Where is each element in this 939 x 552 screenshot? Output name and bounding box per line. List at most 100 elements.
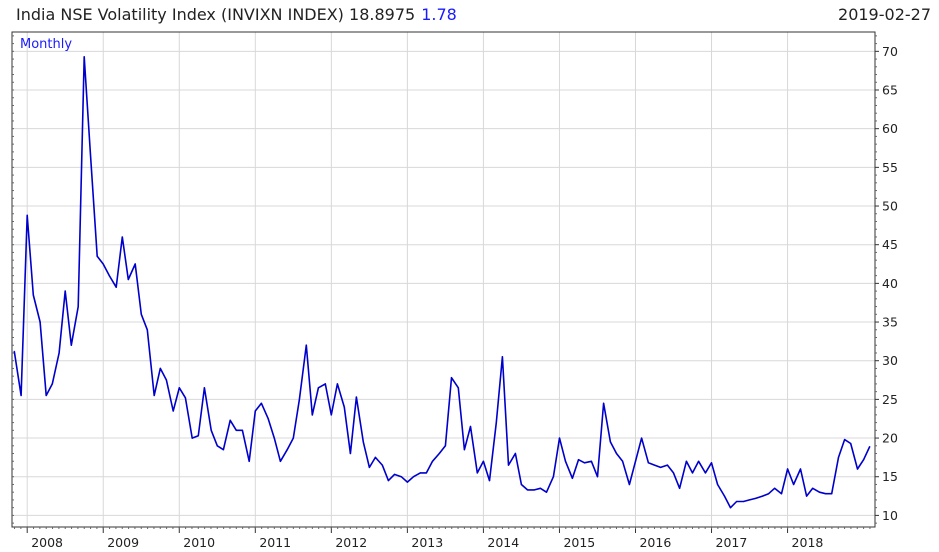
data-point <box>558 437 561 439</box>
data-point <box>729 507 732 509</box>
data-point <box>647 462 650 464</box>
data-point <box>850 442 852 445</box>
data-point <box>368 466 370 468</box>
data-point <box>241 429 243 431</box>
data-point <box>761 495 764 497</box>
data-point <box>298 398 300 400</box>
data-point <box>818 491 821 493</box>
data-point <box>425 472 427 474</box>
data-point <box>197 435 199 437</box>
data-point <box>273 437 275 439</box>
data-point <box>679 487 681 489</box>
x-tick-label: 2009 <box>107 535 139 550</box>
data-point <box>178 387 180 389</box>
data-point <box>64 290 66 292</box>
y-tick-label: 45 <box>882 237 898 252</box>
x-tick-label: 2013 <box>411 535 443 550</box>
series-line <box>13 56 871 509</box>
data-point <box>806 495 808 497</box>
data-point <box>793 483 795 486</box>
data-point <box>355 396 357 398</box>
y-tick-label: 10 <box>882 508 898 523</box>
data-point <box>140 313 142 315</box>
data-point <box>831 493 833 495</box>
data-point <box>571 477 574 479</box>
data-point <box>799 468 802 470</box>
data-point <box>32 294 34 296</box>
data-point <box>526 489 529 491</box>
data-point <box>216 445 218 447</box>
data-point <box>698 460 700 462</box>
data-point <box>400 476 402 478</box>
data-point <box>488 480 491 482</box>
data-point <box>736 500 738 503</box>
x-tick-label: 2018 <box>792 535 824 550</box>
data-point <box>577 459 580 461</box>
x-tick-label: 2014 <box>487 535 519 550</box>
data-point <box>286 449 288 451</box>
y-tick-label: 50 <box>882 199 898 214</box>
data-point <box>564 460 567 462</box>
data-point <box>412 476 415 478</box>
chart-header: India NSE Volatility Index (INVIXN INDEX… <box>0 0 939 32</box>
data-point <box>127 278 129 281</box>
data-point <box>438 452 440 455</box>
as-of-date: 2019-02-27 <box>838 5 931 24</box>
data-point <box>83 56 85 58</box>
data-point <box>812 487 814 489</box>
data-point <box>381 464 383 466</box>
data-point <box>787 468 789 470</box>
data-point <box>229 419 231 421</box>
data-point <box>685 460 688 462</box>
data-point <box>691 472 694 474</box>
y-tick-label: 60 <box>882 121 898 136</box>
data-point <box>222 449 224 451</box>
y-tick-label: 40 <box>882 276 898 291</box>
data-point <box>134 263 136 265</box>
data-point <box>96 255 98 257</box>
data-point <box>533 489 536 491</box>
data-point <box>844 439 846 441</box>
data-point <box>482 460 484 462</box>
data-point <box>165 379 167 381</box>
data-point <box>172 410 174 412</box>
x-tick-label: 2011 <box>259 535 291 550</box>
x-tick-label: 2015 <box>563 535 595 550</box>
data-point <box>704 472 707 474</box>
data-point <box>387 480 389 482</box>
data-point <box>495 422 497 424</box>
data-point <box>159 367 161 369</box>
x-axis: 2008 2009 2010 2011 2012 2013 2014 2015 2016 2017… <box>14 527 871 550</box>
data-point <box>20 394 22 397</box>
data-point <box>89 151 91 153</box>
data-point <box>248 460 250 462</box>
data-point <box>463 449 465 451</box>
data-point <box>431 460 434 462</box>
last-value: 18.8975 <box>349 5 416 24</box>
data-point <box>520 483 523 486</box>
data-point <box>260 402 262 404</box>
data-point <box>672 472 675 474</box>
data-point <box>13 350 15 352</box>
data-point <box>108 275 110 277</box>
data-point <box>153 394 155 397</box>
data-point <box>267 418 269 420</box>
data-point <box>748 499 751 501</box>
index-name: India NSE Volatility Index (INVIXN INDEX… <box>16 5 344 24</box>
data-point <box>742 500 745 503</box>
y-tick-label: 65 <box>882 83 898 98</box>
data-point <box>336 383 338 385</box>
data-point <box>552 476 555 478</box>
data-point <box>191 437 193 439</box>
data-point <box>324 383 326 385</box>
x-tick-label: 2012 <box>335 535 367 550</box>
data-point <box>235 429 237 431</box>
data-point <box>590 460 593 462</box>
frequency-label: Monthly <box>20 37 72 52</box>
data-point <box>641 437 643 439</box>
x-tick-label: 2008 <box>31 535 63 550</box>
data-point <box>26 214 28 216</box>
data-point <box>717 483 719 486</box>
data-point <box>51 383 53 385</box>
data-point <box>768 493 770 495</box>
